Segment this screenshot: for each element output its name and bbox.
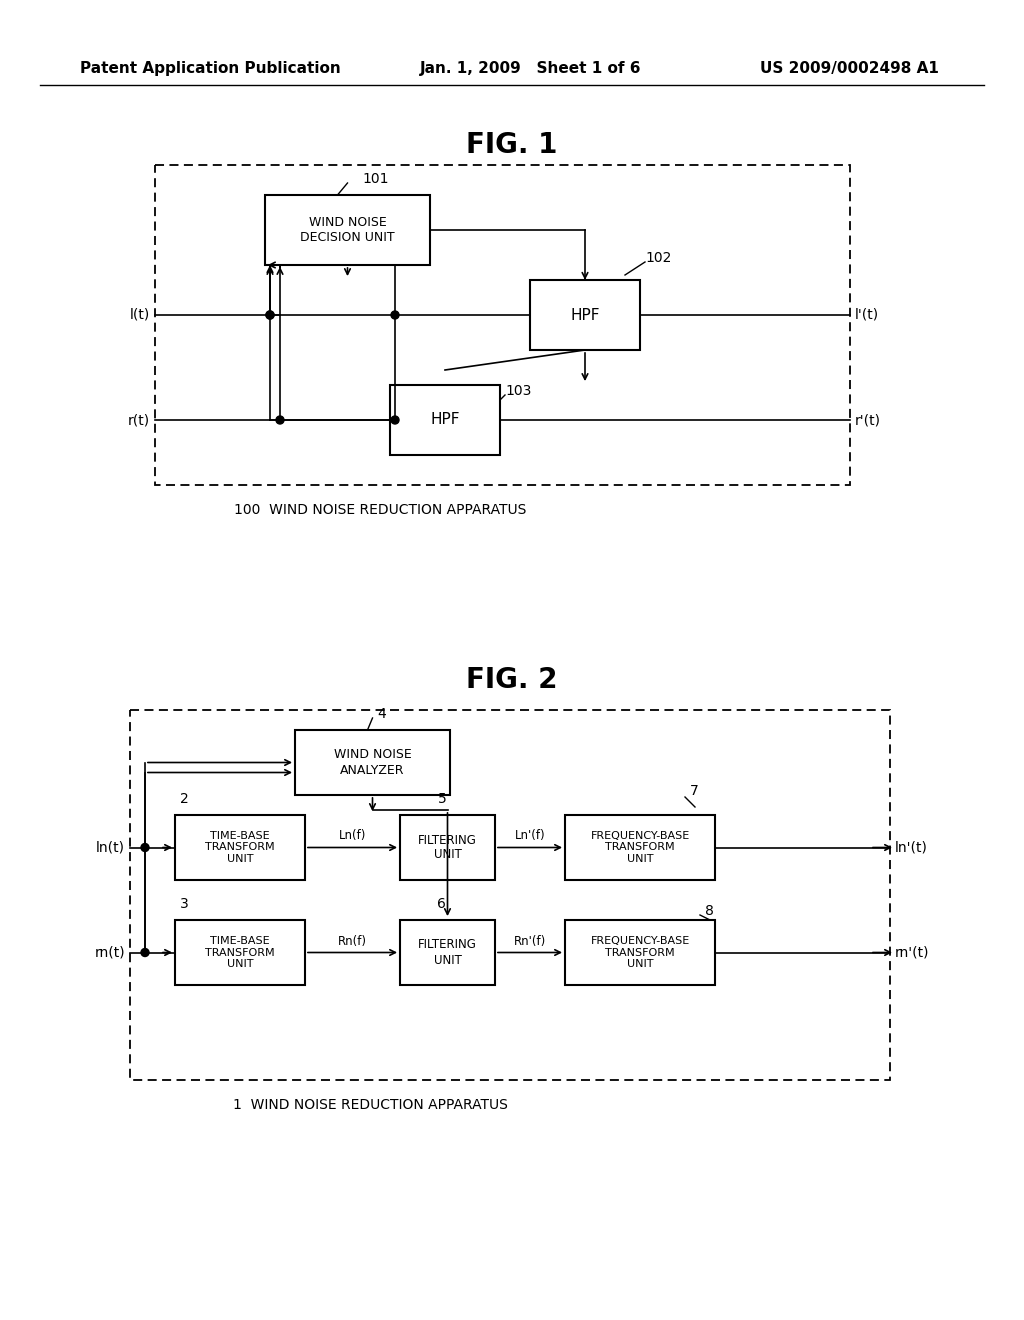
Circle shape xyxy=(141,949,150,957)
Circle shape xyxy=(266,312,274,319)
Bar xyxy=(390,385,500,455)
Text: HPF: HPF xyxy=(570,308,600,322)
Text: Ln'(f): Ln'(f) xyxy=(515,829,546,842)
Text: 100  WIND NOISE REDUCTION APPARATUS: 100 WIND NOISE REDUCTION APPARATUS xyxy=(233,503,526,517)
Text: l(t): l(t) xyxy=(130,308,150,322)
Bar xyxy=(400,920,495,985)
Text: 5: 5 xyxy=(437,792,446,807)
Bar xyxy=(130,710,890,1080)
Text: TIME-BASE
TRANSFORM
UNIT: TIME-BASE TRANSFORM UNIT xyxy=(205,936,274,969)
Text: FILTERING
UNIT: FILTERING UNIT xyxy=(418,833,477,862)
Text: 101: 101 xyxy=(362,172,389,186)
Bar xyxy=(155,165,850,484)
Text: rn(t): rn(t) xyxy=(94,945,125,960)
Text: FIG. 2: FIG. 2 xyxy=(466,667,558,694)
Text: FREQUENCY-BASE
TRANSFORM
UNIT: FREQUENCY-BASE TRANSFORM UNIT xyxy=(591,830,689,865)
Text: r(t): r(t) xyxy=(128,413,150,426)
Text: FIG. 1: FIG. 1 xyxy=(466,131,558,158)
Text: TIME-BASE
TRANSFORM
UNIT: TIME-BASE TRANSFORM UNIT xyxy=(205,830,274,865)
Text: WIND NOISE
ANALYZER: WIND NOISE ANALYZER xyxy=(334,748,412,776)
Circle shape xyxy=(391,312,399,319)
Text: 103: 103 xyxy=(505,384,531,399)
Text: ln(t): ln(t) xyxy=(96,841,125,854)
Text: Jan. 1, 2009   Sheet 1 of 6: Jan. 1, 2009 Sheet 1 of 6 xyxy=(420,61,641,75)
Bar xyxy=(530,280,640,350)
Text: ln'(t): ln'(t) xyxy=(895,841,928,854)
Text: 6: 6 xyxy=(437,898,446,911)
Text: FREQUENCY-BASE
TRANSFORM
UNIT: FREQUENCY-BASE TRANSFORM UNIT xyxy=(591,936,689,969)
Bar xyxy=(565,814,715,880)
Text: Patent Application Publication: Patent Application Publication xyxy=(80,61,341,75)
Text: 3: 3 xyxy=(180,898,188,911)
Circle shape xyxy=(141,843,150,851)
Text: HPF: HPF xyxy=(430,412,460,428)
Bar xyxy=(175,814,305,880)
Circle shape xyxy=(391,416,399,424)
Text: 8: 8 xyxy=(705,904,714,917)
Circle shape xyxy=(276,416,284,424)
Text: WIND NOISE
DECISION UNIT: WIND NOISE DECISION UNIT xyxy=(300,216,395,244)
Text: 2: 2 xyxy=(180,792,188,807)
Text: rn'(t): rn'(t) xyxy=(895,945,930,960)
Text: 1  WIND NOISE REDUCTION APPARATUS: 1 WIND NOISE REDUCTION APPARATUS xyxy=(232,1098,508,1111)
Circle shape xyxy=(266,312,274,319)
Text: FILTERING
UNIT: FILTERING UNIT xyxy=(418,939,477,966)
Bar xyxy=(175,920,305,985)
Text: r'(t): r'(t) xyxy=(855,413,881,426)
Text: Rn(f): Rn(f) xyxy=(338,935,367,948)
Text: Ln(f): Ln(f) xyxy=(339,829,367,842)
Text: l'(t): l'(t) xyxy=(855,308,880,322)
Bar xyxy=(565,920,715,985)
Text: US 2009/0002498 A1: US 2009/0002498 A1 xyxy=(760,61,939,75)
Bar xyxy=(400,814,495,880)
Text: 7: 7 xyxy=(690,784,698,799)
Bar xyxy=(295,730,450,795)
Text: 4: 4 xyxy=(378,708,386,721)
Bar xyxy=(265,195,430,265)
Text: Rn'(f): Rn'(f) xyxy=(514,935,546,948)
Text: 102: 102 xyxy=(645,251,672,265)
